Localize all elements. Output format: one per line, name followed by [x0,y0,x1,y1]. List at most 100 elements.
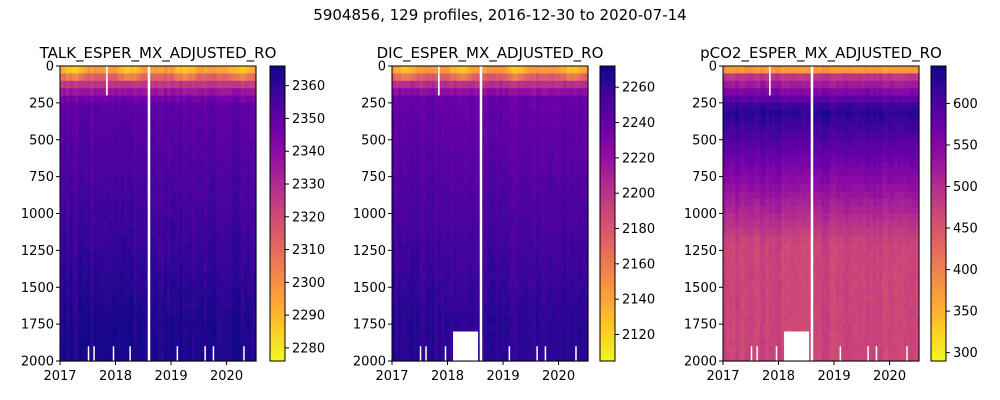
heatmap-cell [422,125,427,133]
heatmap-cell [502,353,506,362]
heatmap-cell [520,147,525,156]
heatmap-cell [520,198,525,207]
heatmap-cell [428,132,433,141]
heatmap-cell [234,338,239,347]
heatmap-cell [127,353,132,362]
heatmap-cell [425,279,430,288]
heatmap-cell [551,191,555,200]
heatmap-cell [200,324,205,333]
heatmap-cell [118,102,122,111]
heatmap-cell [69,169,73,178]
heatmap-cell [124,213,128,222]
heatmap-cell [407,176,411,185]
heatmap-cell [84,110,89,119]
heatmap-cell [505,302,509,310]
heatmap-cell [398,88,402,97]
heatmap-cell [216,132,220,141]
heatmap-cell [395,139,399,148]
heatmap-cell [93,279,98,288]
heatmap-cell [398,102,402,111]
heatmap-cell [164,102,168,111]
heatmap-cell [139,66,144,74]
heatmap-cell [96,154,101,163]
heatmap-cell [197,66,202,74]
heatmap-cell [213,191,217,200]
heatmap-cell [437,154,442,163]
heatmap-cell [434,220,439,229]
heatmap-cell [529,250,534,259]
heatmap-cell [462,257,467,266]
heatmap-cell [511,220,516,229]
heatmap-cell [213,294,217,303]
x-tick-label: 2019 [155,369,188,384]
heatmap-cell [170,132,174,141]
heatmap-cell [176,161,181,170]
heatmap-cell [551,206,555,215]
heatmap-cell [441,169,445,178]
heatmap-cell [200,353,205,362]
heatmap-cell [499,243,503,251]
heatmap-cell [548,73,552,82]
heatmap-cell [109,95,113,104]
heatmap-cell [490,257,494,266]
heatmap-cell [84,206,89,215]
heatmap-cell [222,125,226,133]
heatmap-cell [450,139,454,148]
heatmap-cell [514,353,519,362]
heatmap-cell [508,169,513,178]
heatmap-cell [493,279,497,288]
heatmap-cell [207,346,211,355]
heatmap-cell [392,265,396,274]
heatmap-cell [154,250,159,259]
heatmap-cell [139,353,144,362]
heatmap-cell [428,287,433,296]
heatmap-cell [200,338,205,347]
heatmap-cell [529,331,534,340]
heatmap-cell [535,243,540,251]
heatmap-cell [447,213,451,222]
heatmap-cell [139,117,144,126]
heatmap-cell [542,139,546,148]
heatmap-cell [112,294,116,303]
heatmap-cell [560,257,565,266]
heatmap-cell [200,176,205,185]
heatmap-cell [539,346,543,355]
heatmap-cell [219,243,223,251]
heatmap-cell [176,338,181,347]
heatmap-cell [154,235,159,244]
heatmap-cell [84,287,89,296]
heatmap-cell [78,80,83,89]
heatmap-cell [164,272,168,281]
heatmap-cell [523,206,528,215]
heatmap-cell [158,176,162,185]
heatmap-cell [81,198,86,207]
heatmap-cell [499,191,503,200]
heatmap-cell [508,353,513,362]
heatmap-cell [252,294,257,303]
heatmap-cell [425,265,430,274]
heatmap-cell [425,184,430,192]
heatmap-cell [219,294,223,303]
heatmap-cell [444,272,448,281]
heatmap-cell [231,176,236,185]
heatmap-cell [526,139,531,148]
heatmap-cell [148,154,153,163]
heatmap-cell [75,154,79,163]
heatmap-cell [468,147,473,156]
heatmap-cell [410,102,415,111]
heatmap-cell [158,302,162,310]
heatmap-cell [447,154,451,163]
heatmap-cell [471,250,476,259]
heatmap-cell [145,117,150,126]
heatmap-cell [493,213,497,222]
heatmap-cell [398,147,402,156]
heatmap-cell [554,184,558,192]
heatmap-cell [240,198,245,207]
heatmap-cell [197,184,202,192]
heatmap-cell [398,213,402,222]
heatmap-cell [145,353,150,362]
heatmap-cell [197,154,202,163]
heatmap-cell [560,324,565,333]
heatmap-cell [102,147,107,156]
heatmap-cell [127,287,132,296]
